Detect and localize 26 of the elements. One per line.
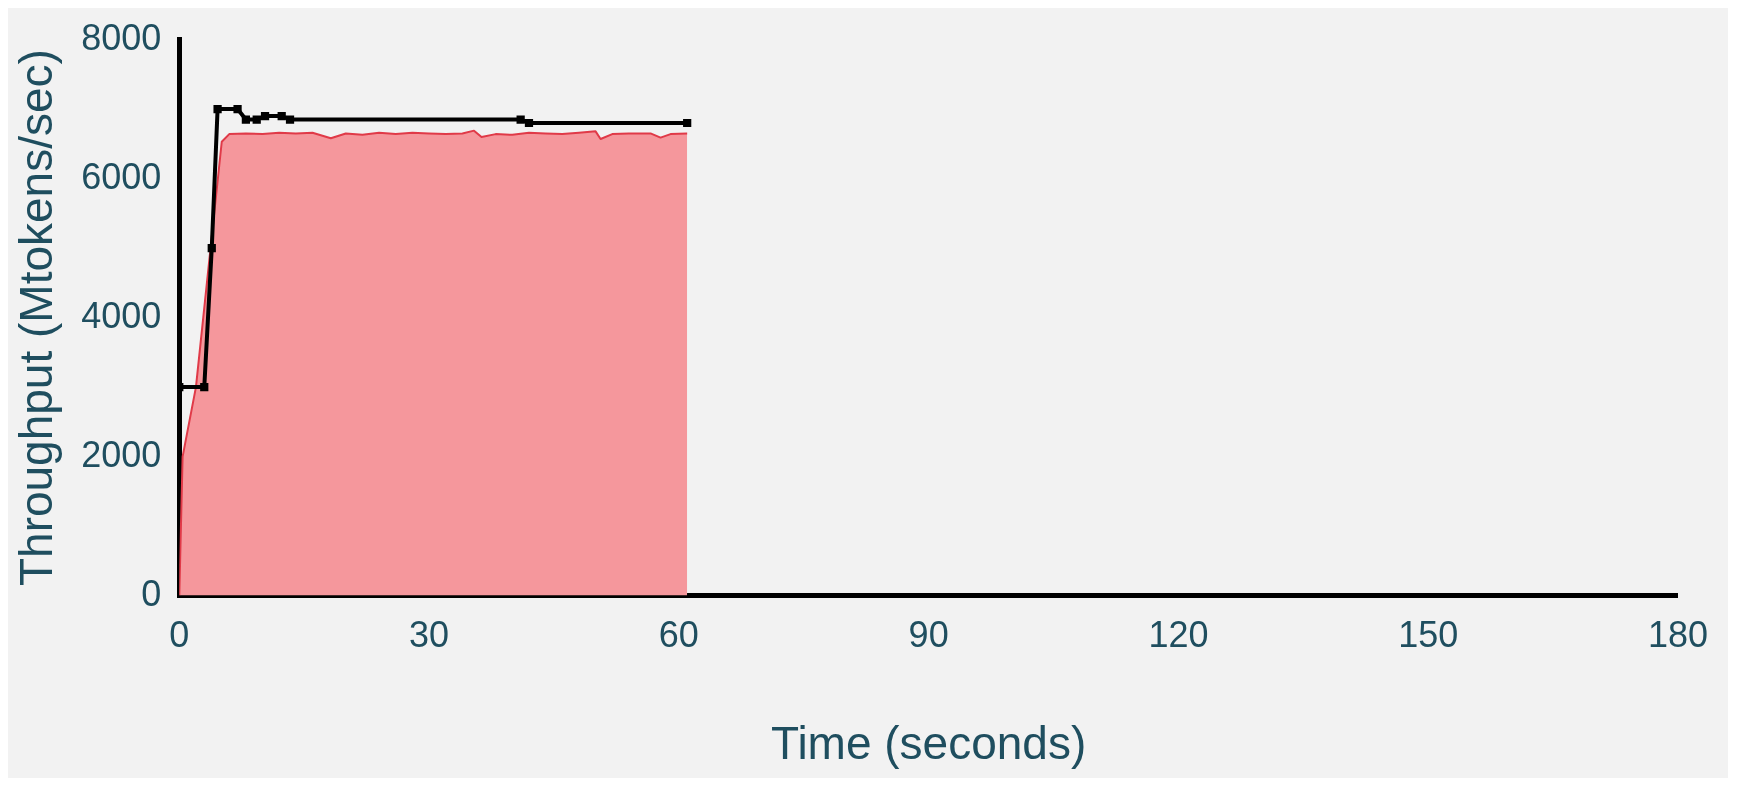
y-tick-label: 2000 — [81, 433, 162, 475]
point — [285, 115, 295, 124]
point — [213, 104, 222, 114]
x-tick-label: 150 — [1398, 614, 1459, 656]
x-tick-label: 30 — [409, 614, 450, 656]
point — [241, 115, 251, 124]
x-tick-label: 120 — [1148, 614, 1209, 656]
y-tick-label: 6000 — [81, 155, 162, 197]
y-axis-title: Throughput (Mtokens/sec) — [10, 49, 63, 587]
x-tick-label: 90 — [908, 614, 949, 656]
point — [524, 118, 534, 128]
point — [516, 115, 525, 124]
x-axis-title: Time (seconds) — [770, 717, 1087, 770]
y-tick-label: 0 — [141, 572, 162, 614]
point — [200, 382, 209, 392]
point — [260, 111, 270, 121]
point — [683, 118, 692, 128]
x-tick-label: 180 — [1647, 614, 1709, 656]
y-tick-label: 4000 — [81, 294, 162, 336]
x-tick-label: 0 — [169, 614, 190, 656]
point — [252, 115, 261, 124]
point — [277, 111, 286, 121]
y-tick-label: 8000 — [81, 16, 162, 58]
point — [233, 104, 242, 114]
x-tick-label: 60 — [658, 614, 699, 656]
point — [207, 243, 216, 253]
